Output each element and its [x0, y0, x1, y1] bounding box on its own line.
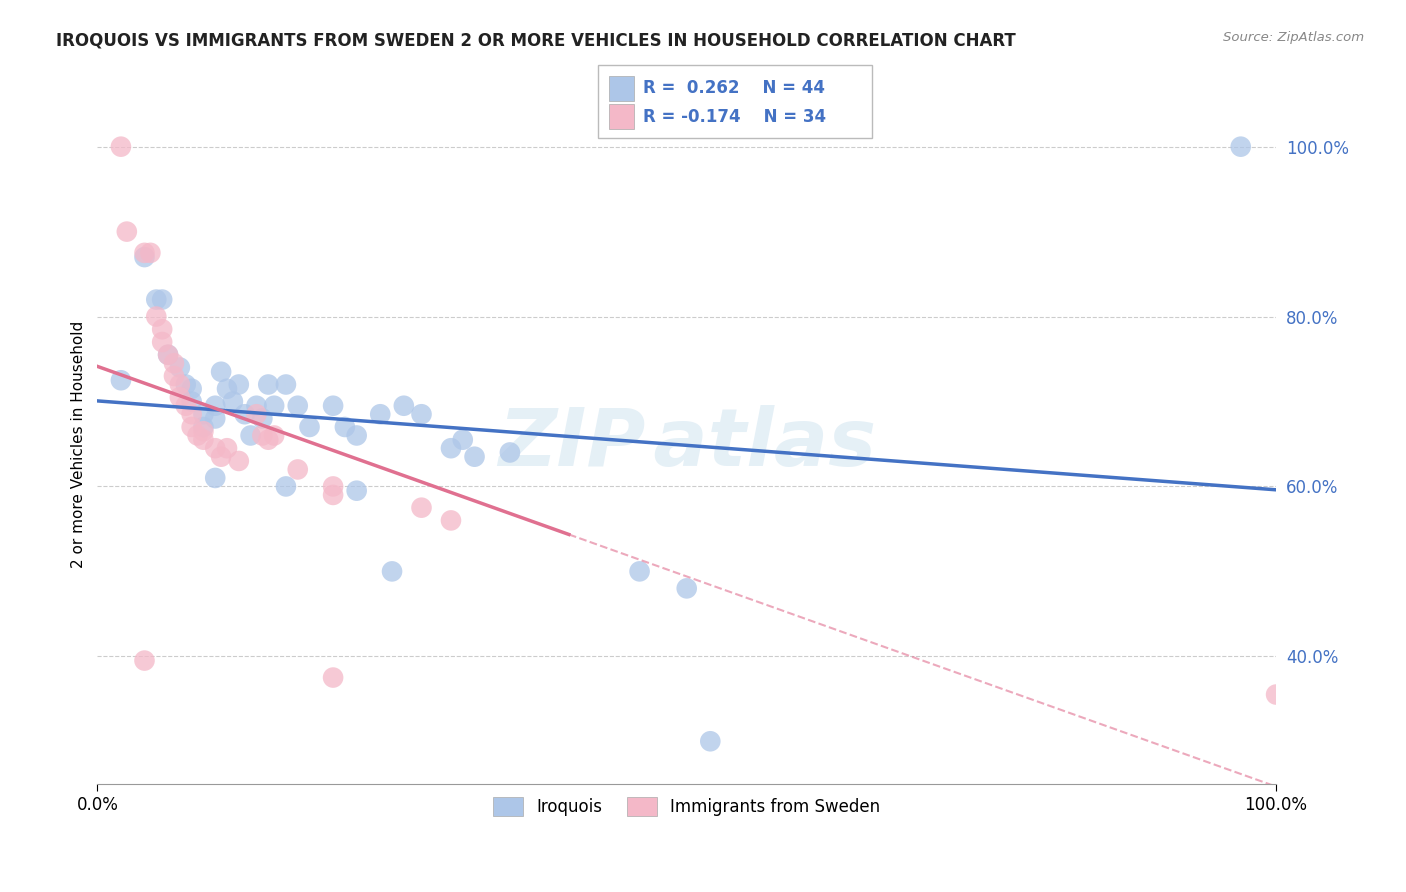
Point: [464, 450, 486, 464]
Text: IROQUOIS VS IMMIGRANTS FROM SWEDEN 2 OR MORE VEHICLES IN HOUSEHOLD CORRELATION C: IROQUOIS VS IMMIGRANTS FROM SWEDEN 2 OR …: [56, 31, 1017, 49]
Point: [263, 399, 285, 413]
Point: [145, 310, 167, 324]
Point: [174, 399, 197, 413]
Point: [252, 428, 274, 442]
Point: [134, 250, 156, 264]
Point: [257, 377, 280, 392]
Point: [451, 433, 474, 447]
Point: [381, 565, 404, 579]
Point: [257, 433, 280, 447]
Point: [440, 513, 463, 527]
Point: [322, 671, 344, 685]
Point: [628, 565, 651, 579]
Point: [215, 441, 238, 455]
Point: [252, 411, 274, 425]
Point: [245, 399, 267, 413]
Point: [139, 245, 162, 260]
Point: [239, 428, 262, 442]
Point: [228, 454, 250, 468]
Point: [193, 433, 215, 447]
Point: [157, 348, 180, 362]
Point: [274, 479, 297, 493]
Point: [346, 428, 368, 442]
Point: [274, 377, 297, 392]
Point: [174, 377, 197, 392]
Point: [193, 407, 215, 421]
Point: [1265, 688, 1288, 702]
Point: [287, 399, 309, 413]
Point: [322, 488, 344, 502]
Point: [263, 428, 285, 442]
Point: [204, 411, 226, 425]
Point: [110, 139, 132, 153]
Point: [675, 582, 697, 596]
Point: [322, 479, 344, 493]
Point: [287, 462, 309, 476]
Point: [1229, 139, 1251, 153]
Point: [163, 356, 186, 370]
Point: [163, 369, 186, 384]
Point: [322, 399, 344, 413]
Point: [150, 334, 173, 349]
Point: [180, 382, 202, 396]
Point: [440, 441, 463, 455]
Point: [150, 293, 173, 307]
Point: [392, 399, 415, 413]
Point: [193, 424, 215, 438]
Point: [169, 377, 191, 392]
Text: Source: ZipAtlas.com: Source: ZipAtlas.com: [1223, 31, 1364, 45]
Point: [169, 360, 191, 375]
Point: [215, 382, 238, 396]
Point: [115, 225, 138, 239]
Point: [411, 500, 433, 515]
Point: [346, 483, 368, 498]
Point: [110, 373, 132, 387]
Point: [411, 407, 433, 421]
Point: [209, 450, 232, 464]
Point: [193, 420, 215, 434]
Point: [333, 420, 356, 434]
Point: [180, 420, 202, 434]
Point: [298, 420, 321, 434]
Point: [145, 293, 167, 307]
Y-axis label: 2 or more Vehicles in Household: 2 or more Vehicles in Household: [72, 320, 86, 567]
Point: [233, 407, 256, 421]
Text: R =  0.262    N = 44: R = 0.262 N = 44: [643, 79, 824, 97]
Text: R = -0.174    N = 34: R = -0.174 N = 34: [643, 108, 825, 126]
Point: [222, 394, 245, 409]
Legend: Iroquois, Immigrants from Sweden: Iroquois, Immigrants from Sweden: [486, 790, 887, 823]
Point: [499, 445, 522, 459]
Point: [245, 407, 267, 421]
Point: [180, 407, 202, 421]
Point: [368, 407, 391, 421]
Point: [228, 377, 250, 392]
Point: [187, 428, 209, 442]
Point: [699, 734, 721, 748]
Point: [209, 365, 232, 379]
Point: [134, 654, 156, 668]
Point: [180, 394, 202, 409]
Point: [150, 322, 173, 336]
Point: [134, 245, 156, 260]
Point: [204, 441, 226, 455]
Point: [204, 399, 226, 413]
Point: [169, 390, 191, 404]
Text: ZIP atlas: ZIP atlas: [498, 405, 876, 483]
Point: [204, 471, 226, 485]
Point: [157, 348, 180, 362]
